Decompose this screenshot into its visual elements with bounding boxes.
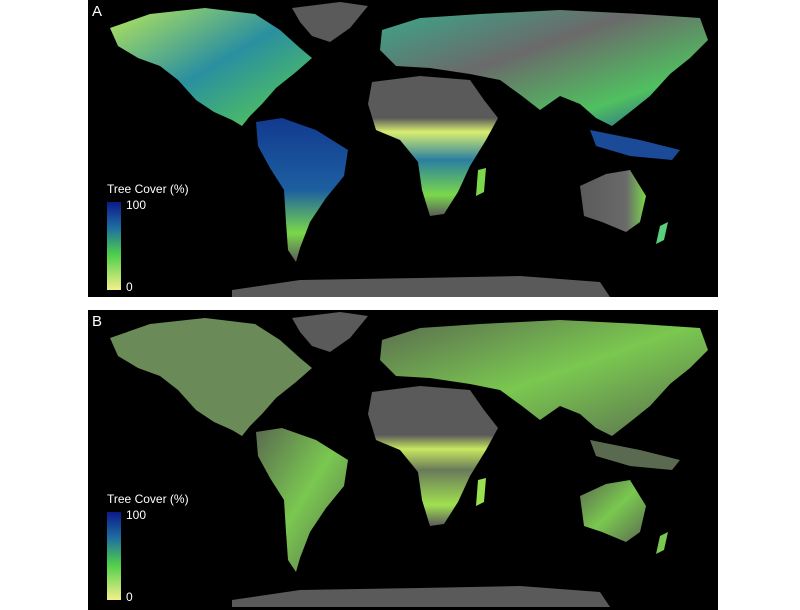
colorbar	[107, 202, 121, 290]
panel-label: A	[92, 3, 102, 20]
legend-min: 0	[126, 280, 133, 294]
panel-label: B	[92, 313, 102, 330]
eurasia	[380, 10, 708, 126]
madagascar	[476, 478, 486, 506]
legend-max: 100	[126, 508, 146, 522]
eurasia	[380, 320, 708, 436]
new-zealand	[656, 222, 668, 244]
legend-max: 100	[126, 198, 146, 212]
south-america	[256, 118, 348, 262]
africa	[368, 386, 498, 526]
map-panel: A Tree Cover (%) 100 0	[88, 0, 718, 297]
greenland	[292, 2, 368, 42]
greenland	[292, 312, 368, 352]
north-america	[110, 8, 312, 126]
indonesia	[590, 440, 680, 470]
legend-min: 0	[126, 590, 133, 604]
colorbar	[107, 512, 121, 600]
australia	[580, 480, 646, 542]
africa	[368, 76, 498, 216]
australia	[580, 170, 646, 232]
panels: A Tree Cover (%) 100 0 B Tree Cover (%) 100 0	[88, 0, 718, 610]
madagascar	[476, 168, 486, 196]
indonesia	[590, 130, 680, 160]
antarctica	[232, 276, 610, 297]
legend-title: Tree Cover (%)	[107, 492, 189, 506]
legend-title: Tree Cover (%)	[107, 182, 189, 196]
map-panel: B Tree Cover (%) 100 0	[88, 310, 718, 610]
new-zealand	[656, 532, 668, 554]
south-america	[256, 428, 348, 572]
antarctica	[232, 586, 610, 607]
north-america	[110, 318, 312, 436]
